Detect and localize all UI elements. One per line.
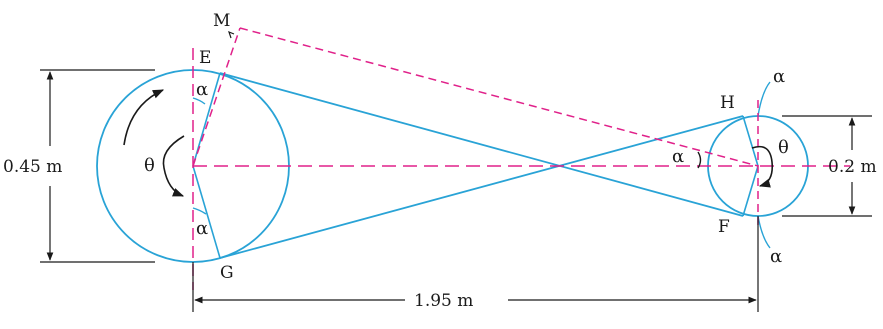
radius-to-H [742,115,759,167]
alpha-angle-arc-center [697,151,702,169]
alpha-arc-large-top [192,97,206,105]
alpha-leader-small-bottom [757,215,771,249]
radius-to-G [192,165,221,259]
alpha-leader-small-top [757,81,771,117]
label-large-diameter: 0.45 m [3,157,62,177]
label-F: F [718,217,730,237]
belt-lower-segment [219,115,744,259]
label-G: G [220,263,234,283]
label-alpha-small-top: α [773,66,785,87]
label-M: M [213,11,230,31]
rotation-arrow-icon [123,89,165,146]
construction-line-O1-M [192,27,241,167]
belt-upper-segment [219,72,744,217]
radius-to-F [742,165,759,217]
label-center-distance: 1.95 m [414,291,473,311]
alpha-arc-large-bottom [192,207,207,215]
theta-arc-small [751,145,774,188]
label-theta-small: θ [778,137,789,158]
label-alpha-small-bottom: α [770,246,782,267]
theta-arc-large [162,135,185,197]
label-alpha-large-bottom: α [196,218,208,239]
label-H: H [720,93,735,113]
construction-line-M-O2 [239,27,759,167]
label-small-diameter: 0.2 m [828,157,877,177]
label-alpha-large-top: α [196,79,208,100]
label-alpha-center: α [672,146,684,167]
right-angle-marker-M [228,30,235,39]
label-theta-large: θ [144,155,155,176]
label-E: E [199,48,211,68]
